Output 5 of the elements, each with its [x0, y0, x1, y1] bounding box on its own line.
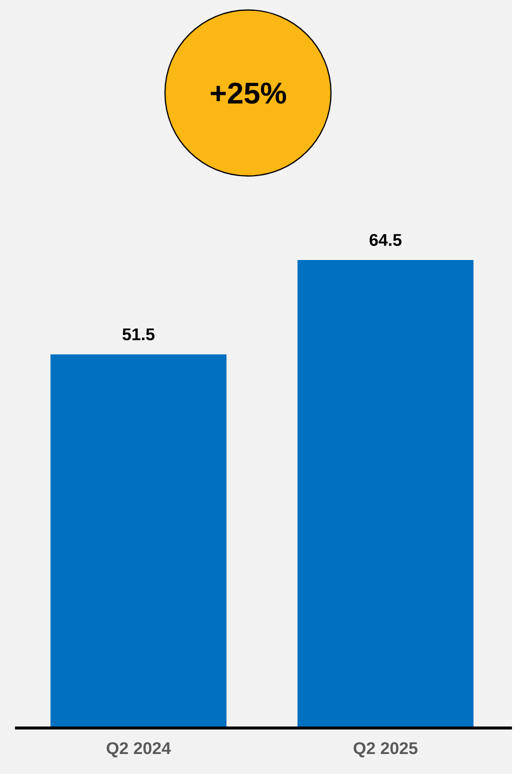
- text: +25%: [210, 82, 286, 104]
- data-label: 51.5: [122, 328, 154, 340]
- data-label: 64.5: [369, 234, 402, 246]
- x-tick-label: Q2 2024: [106, 742, 171, 758]
- x-tick-label: Q2 2025: [353, 742, 418, 758]
